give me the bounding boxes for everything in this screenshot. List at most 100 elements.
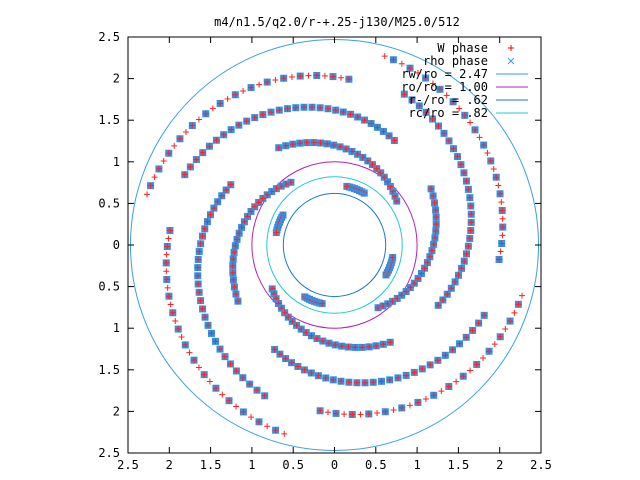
w-point xyxy=(495,182,502,189)
w-point xyxy=(209,105,216,112)
w-point xyxy=(268,109,275,116)
x-tick-label: 2 xyxy=(496,458,503,472)
w-point xyxy=(444,291,451,298)
w-point xyxy=(429,116,436,123)
w-point xyxy=(308,332,315,339)
w-point xyxy=(390,407,397,414)
w-point xyxy=(289,141,296,148)
w-point xyxy=(467,367,474,374)
y-axis-ticks: 2.5 2 1.5 1 0.5 0 0.5 1 1.5 2 2.5 xyxy=(98,30,541,460)
w-point xyxy=(430,392,437,399)
w-point xyxy=(253,387,260,394)
w-point xyxy=(231,283,238,290)
w-point xyxy=(236,230,243,237)
w-point xyxy=(330,142,337,149)
w-point xyxy=(248,414,255,421)
x-tick-label: 1.5 xyxy=(200,458,222,472)
w-point xyxy=(382,408,389,415)
w-point xyxy=(213,137,220,144)
w-point xyxy=(165,235,172,242)
w-point xyxy=(481,312,488,319)
w-point xyxy=(207,211,214,218)
w-point xyxy=(294,363,301,370)
w-point xyxy=(427,361,434,368)
w-point xyxy=(435,123,442,130)
w-point xyxy=(370,379,377,386)
w-point xyxy=(280,75,287,82)
w-point xyxy=(193,156,200,163)
w-point xyxy=(460,169,467,176)
w-point xyxy=(305,72,312,79)
w-point xyxy=(224,95,231,102)
w-point xyxy=(465,186,472,193)
w-point xyxy=(212,338,219,345)
x-tick-label: 0.5 xyxy=(365,458,387,472)
w-point xyxy=(389,254,396,261)
w-point xyxy=(176,135,183,142)
w-point xyxy=(450,145,457,152)
w-point xyxy=(230,276,237,283)
w-point xyxy=(199,305,206,312)
w-point xyxy=(166,227,173,234)
w-point xyxy=(187,163,194,170)
w-point xyxy=(232,91,239,98)
w-point xyxy=(325,409,331,416)
w-point xyxy=(163,259,170,266)
w-point xyxy=(407,65,414,72)
w-point xyxy=(390,56,397,63)
w-point xyxy=(493,174,500,181)
w-point xyxy=(325,340,332,347)
w-point xyxy=(463,178,470,185)
w-point xyxy=(499,215,506,222)
w-point xyxy=(498,240,505,247)
w-point xyxy=(430,192,437,199)
w-point xyxy=(164,284,171,291)
w-point xyxy=(511,309,518,316)
w-point xyxy=(333,410,340,417)
w-point xyxy=(165,293,172,300)
w-point xyxy=(275,144,282,151)
legend-symbol-plus xyxy=(508,45,514,51)
w-point xyxy=(394,374,401,381)
w-point xyxy=(345,76,352,83)
w-point xyxy=(466,235,473,242)
w-point xyxy=(452,278,459,285)
w-point xyxy=(414,399,421,406)
w-point xyxy=(317,139,324,146)
legend-label: r-/ro = .62 xyxy=(409,93,488,107)
w-point xyxy=(197,240,204,247)
w-point xyxy=(499,232,506,239)
legend-label: W phase xyxy=(437,41,488,55)
w-point xyxy=(374,124,381,131)
w-point xyxy=(233,403,240,410)
w-point xyxy=(428,185,435,192)
w-point xyxy=(182,341,189,348)
circle-ro xyxy=(251,161,418,329)
w-point xyxy=(232,291,239,298)
w-point xyxy=(234,298,241,305)
w-point xyxy=(401,91,408,98)
w-point xyxy=(155,165,162,172)
w-point xyxy=(368,120,375,127)
w-point xyxy=(499,224,506,231)
w-point xyxy=(227,181,234,188)
w-point xyxy=(441,130,448,137)
w-point xyxy=(487,157,494,164)
w-point xyxy=(476,134,483,141)
w-point xyxy=(202,110,209,117)
w-point xyxy=(499,207,506,214)
x-tick-label: 0.5 xyxy=(282,458,304,472)
w-point xyxy=(480,142,487,149)
w-point xyxy=(163,251,170,258)
w-point xyxy=(218,192,225,199)
w-point xyxy=(345,379,352,386)
w-point xyxy=(300,104,307,111)
w-point xyxy=(243,118,250,125)
w-point xyxy=(208,330,215,337)
legend-label: rc/ro = .82 xyxy=(409,106,488,120)
w-point xyxy=(461,112,468,119)
w-point xyxy=(199,149,206,156)
y-tick-label: 1 xyxy=(113,321,120,335)
